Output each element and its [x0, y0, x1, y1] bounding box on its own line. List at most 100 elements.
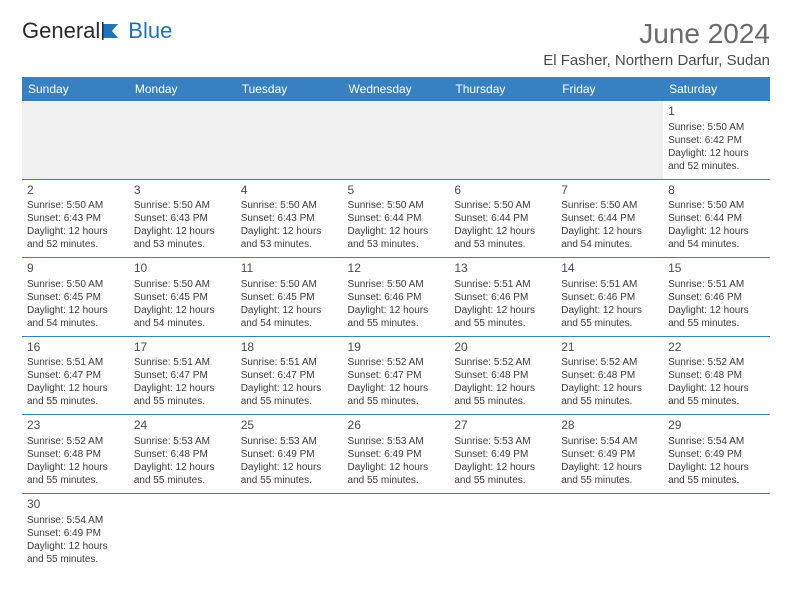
daylight-line: Daylight: 12 hours and 53 minutes.: [241, 225, 338, 251]
calendar-day: 3Sunrise: 5:50 AMSunset: 6:43 PMDaylight…: [129, 179, 236, 258]
sunset-line: Sunset: 6:44 PM: [454, 212, 551, 225]
daylight-line: Daylight: 12 hours and 53 minutes.: [134, 225, 231, 251]
calendar-day: 18Sunrise: 5:51 AMSunset: 6:47 PMDayligh…: [236, 336, 343, 415]
sunset-line: Sunset: 6:43 PM: [27, 212, 124, 225]
logo: General Blue: [22, 18, 172, 44]
sunrise-line: Sunrise: 5:51 AM: [134, 356, 231, 369]
sunset-line: Sunset: 6:48 PM: [561, 369, 658, 382]
sunset-line: Sunset: 6:46 PM: [348, 291, 445, 304]
daylight-line: Daylight: 12 hours and 55 minutes.: [561, 304, 658, 330]
sunset-line: Sunset: 6:48 PM: [668, 369, 765, 382]
day-number: 13: [454, 261, 551, 277]
day-number: 24: [134, 418, 231, 434]
sunset-line: Sunset: 6:49 PM: [241, 448, 338, 461]
sunrise-line: Sunrise: 5:53 AM: [241, 435, 338, 448]
calendar-day: 17Sunrise: 5:51 AMSunset: 6:47 PMDayligh…: [129, 336, 236, 415]
day-header: Monday: [129, 77, 236, 101]
month-title: June 2024: [543, 18, 770, 50]
day-number: 15: [668, 261, 765, 277]
calendar-day: 7Sunrise: 5:50 AMSunset: 6:44 PMDaylight…: [556, 179, 663, 258]
calendar-day: 26Sunrise: 5:53 AMSunset: 6:49 PMDayligh…: [343, 415, 450, 494]
day-number: 4: [241, 183, 338, 199]
calendar-empty: [449, 101, 556, 179]
sunset-line: Sunset: 6:47 PM: [134, 369, 231, 382]
logo-text-blue: Blue: [128, 18, 172, 44]
calendar-row: 2Sunrise: 5:50 AMSunset: 6:43 PMDaylight…: [22, 179, 770, 258]
calendar-empty: [449, 493, 556, 571]
sunrise-line: Sunrise: 5:50 AM: [134, 199, 231, 212]
daylight-line: Daylight: 12 hours and 55 minutes.: [27, 540, 124, 566]
sunrise-line: Sunrise: 5:51 AM: [27, 356, 124, 369]
day-header: Friday: [556, 77, 663, 101]
sunset-line: Sunset: 6:45 PM: [27, 291, 124, 304]
sunset-line: Sunset: 6:44 PM: [561, 212, 658, 225]
calendar-day: 22Sunrise: 5:52 AMSunset: 6:48 PMDayligh…: [663, 336, 770, 415]
daylight-line: Daylight: 12 hours and 52 minutes.: [27, 225, 124, 251]
sunset-line: Sunset: 6:43 PM: [241, 212, 338, 225]
sunrise-line: Sunrise: 5:50 AM: [241, 199, 338, 212]
day-number: 23: [27, 418, 124, 434]
sunrise-line: Sunrise: 5:50 AM: [561, 199, 658, 212]
sunrise-line: Sunrise: 5:52 AM: [27, 435, 124, 448]
sunset-line: Sunset: 6:49 PM: [348, 448, 445, 461]
daylight-line: Daylight: 12 hours and 54 minutes.: [27, 304, 124, 330]
sunset-line: Sunset: 6:49 PM: [561, 448, 658, 461]
sunrise-line: Sunrise: 5:51 AM: [454, 278, 551, 291]
sunset-line: Sunset: 6:42 PM: [668, 134, 765, 147]
calendar-day: 12Sunrise: 5:50 AMSunset: 6:46 PMDayligh…: [343, 258, 450, 337]
sunrise-line: Sunrise: 5:53 AM: [348, 435, 445, 448]
calendar-empty: [22, 101, 129, 179]
calendar-day: 5Sunrise: 5:50 AMSunset: 6:44 PMDaylight…: [343, 179, 450, 258]
sunrise-line: Sunrise: 5:52 AM: [348, 356, 445, 369]
daylight-line: Daylight: 12 hours and 52 minutes.: [668, 147, 765, 173]
daylight-line: Daylight: 12 hours and 55 minutes.: [668, 382, 765, 408]
calendar-day: 24Sunrise: 5:53 AMSunset: 6:48 PMDayligh…: [129, 415, 236, 494]
sunset-line: Sunset: 6:49 PM: [454, 448, 551, 461]
sunset-line: Sunset: 6:44 PM: [668, 212, 765, 225]
calendar-day: 20Sunrise: 5:52 AMSunset: 6:48 PMDayligh…: [449, 336, 556, 415]
calendar-day: 23Sunrise: 5:52 AMSunset: 6:48 PMDayligh…: [22, 415, 129, 494]
sunset-line: Sunset: 6:47 PM: [241, 369, 338, 382]
daylight-line: Daylight: 12 hours and 55 minutes.: [241, 461, 338, 487]
day-header-row: Sunday Monday Tuesday Wednesday Thursday…: [22, 77, 770, 101]
calendar-day: 25Sunrise: 5:53 AMSunset: 6:49 PMDayligh…: [236, 415, 343, 494]
day-number: 25: [241, 418, 338, 434]
calendar-day: 11Sunrise: 5:50 AMSunset: 6:45 PMDayligh…: [236, 258, 343, 337]
sunset-line: Sunset: 6:47 PM: [27, 369, 124, 382]
daylight-line: Daylight: 12 hours and 54 minutes.: [241, 304, 338, 330]
sunrise-line: Sunrise: 5:52 AM: [668, 356, 765, 369]
calendar-day: 29Sunrise: 5:54 AMSunset: 6:49 PMDayligh…: [663, 415, 770, 494]
sunset-line: Sunset: 6:44 PM: [348, 212, 445, 225]
day-header: Saturday: [663, 77, 770, 101]
sunset-line: Sunset: 6:45 PM: [241, 291, 338, 304]
calendar-day: 1Sunrise: 5:50 AMSunset: 6:42 PMDaylight…: [663, 101, 770, 179]
day-number: 17: [134, 340, 231, 356]
sunrise-line: Sunrise: 5:50 AM: [348, 278, 445, 291]
calendar-day: 8Sunrise: 5:50 AMSunset: 6:44 PMDaylight…: [663, 179, 770, 258]
sunrise-line: Sunrise: 5:51 AM: [241, 356, 338, 369]
calendar-day: 19Sunrise: 5:52 AMSunset: 6:47 PMDayligh…: [343, 336, 450, 415]
daylight-line: Daylight: 12 hours and 55 minutes.: [348, 461, 445, 487]
sunset-line: Sunset: 6:49 PM: [27, 527, 124, 540]
day-number: 21: [561, 340, 658, 356]
calendar-body: 1Sunrise: 5:50 AMSunset: 6:42 PMDaylight…: [22, 101, 770, 572]
day-header: Sunday: [22, 77, 129, 101]
day-number: 26: [348, 418, 445, 434]
day-number: 5: [348, 183, 445, 199]
calendar-row: 9Sunrise: 5:50 AMSunset: 6:45 PMDaylight…: [22, 258, 770, 337]
sunrise-line: Sunrise: 5:50 AM: [241, 278, 338, 291]
sunset-line: Sunset: 6:45 PM: [134, 291, 231, 304]
day-header: Thursday: [449, 77, 556, 101]
day-number: 18: [241, 340, 338, 356]
daylight-line: Daylight: 12 hours and 54 minutes.: [134, 304, 231, 330]
calendar-empty: [343, 493, 450, 571]
sunrise-line: Sunrise: 5:50 AM: [454, 199, 551, 212]
calendar-empty: [236, 493, 343, 571]
daylight-line: Daylight: 12 hours and 55 minutes.: [454, 461, 551, 487]
sunset-line: Sunset: 6:47 PM: [348, 369, 445, 382]
daylight-line: Daylight: 12 hours and 55 minutes.: [561, 461, 658, 487]
day-number: 2: [27, 183, 124, 199]
day-number: 10: [134, 261, 231, 277]
day-number: 19: [348, 340, 445, 356]
calendar-row: 16Sunrise: 5:51 AMSunset: 6:47 PMDayligh…: [22, 336, 770, 415]
